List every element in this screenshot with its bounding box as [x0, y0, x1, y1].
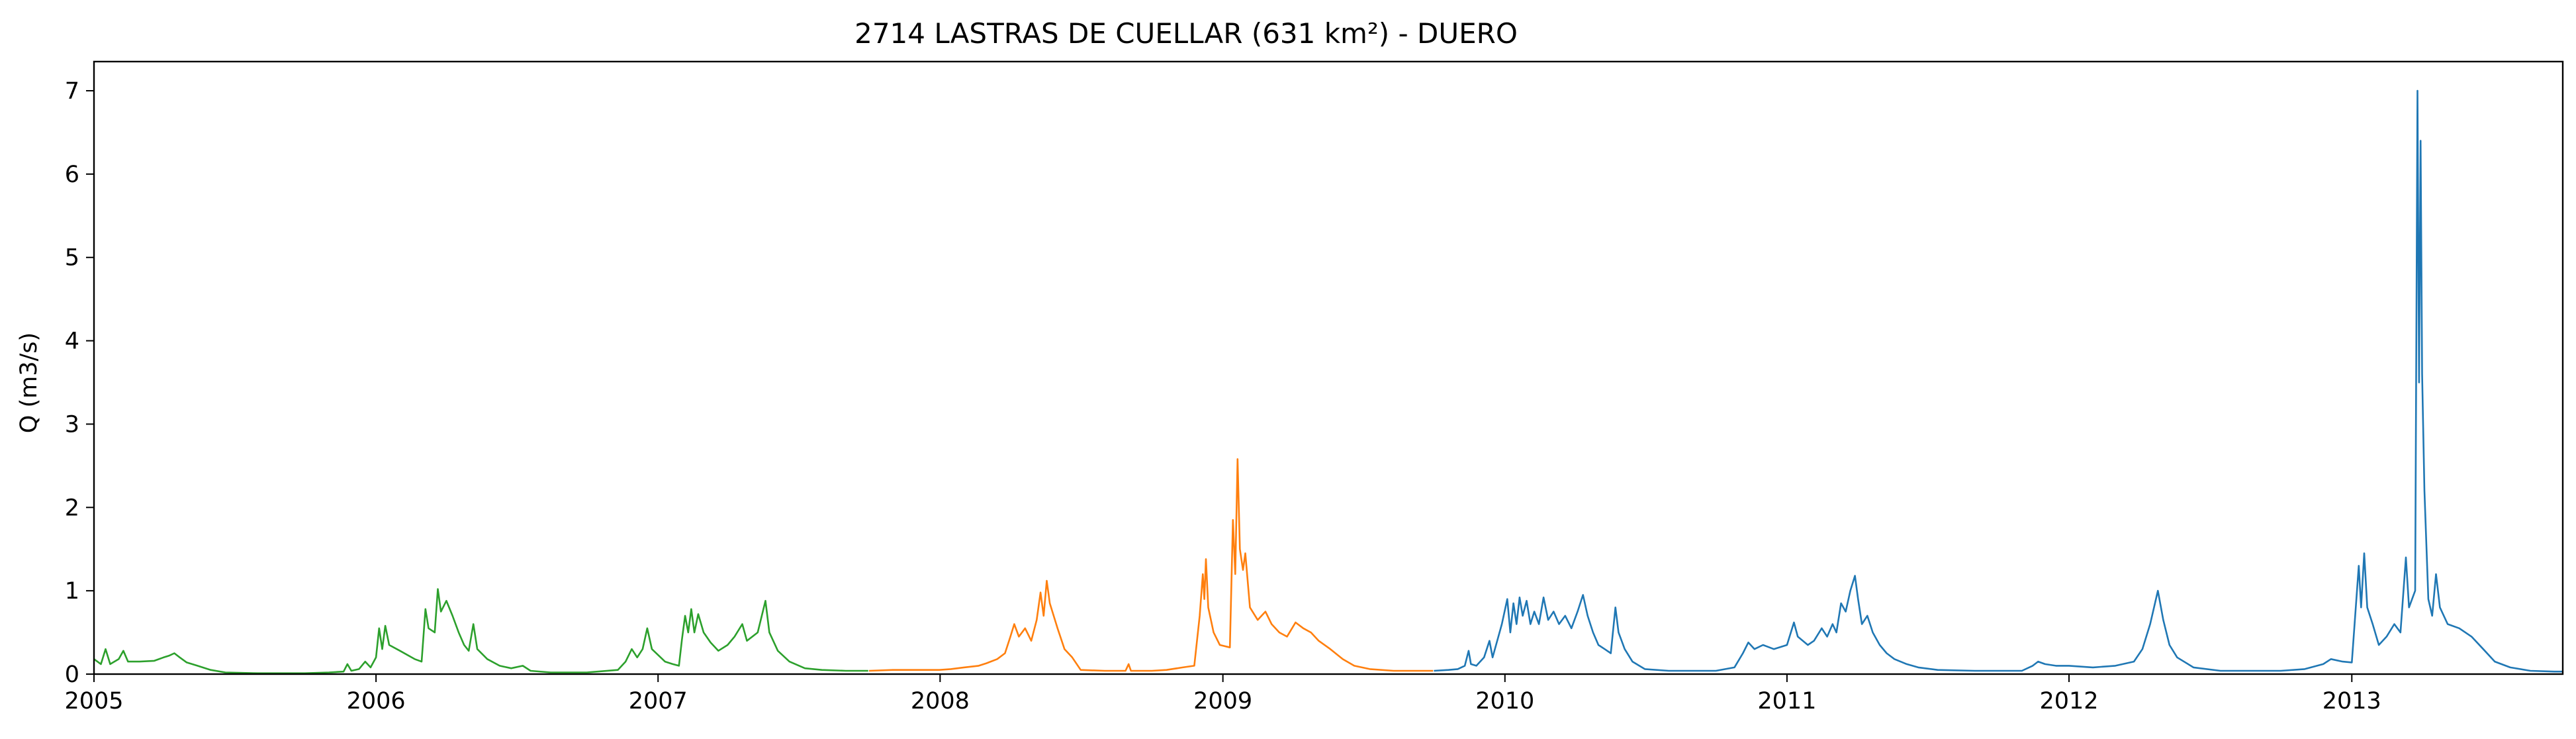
chart-title: 2714 LASTRAS DE CUELLAR (631 km²) - DUER… [854, 17, 1518, 50]
y-tick-label: 3 [65, 411, 79, 438]
y-tick-label: 7 [65, 78, 79, 105]
x-tick-label: 2009 [1193, 688, 1252, 714]
y-tick-label: 6 [65, 162, 79, 188]
y-tick-label: 5 [65, 245, 79, 271]
series-line-1 [93, 588, 868, 674]
y-axis-label: Q (m3/s) [16, 332, 42, 433]
x-tick-label: 2013 [2323, 688, 2381, 714]
x-tick-label: 2007 [629, 688, 688, 714]
x-tick-label: 2005 [64, 688, 123, 714]
y-tick-label: 1 [65, 578, 79, 605]
plot-frame [93, 60, 2564, 675]
y-tick-label: 0 [65, 662, 79, 688]
series-line-3 [1434, 89, 2563, 673]
y-tick-label: 4 [65, 328, 79, 355]
x-tick-label: 2006 [347, 688, 406, 714]
x-tick-label: 2010 [1475, 688, 1534, 714]
ticks-layer: 2005 2006 2007 2008 2009 2010 2011 2012 2013 0 1 2 3… [64, 78, 2381, 714]
y-tick-label: 2 [65, 495, 79, 521]
series-line-2 [868, 458, 1434, 672]
x-tick-label: 2011 [1757, 688, 1816, 714]
x-tick-label: 2008 [911, 688, 970, 714]
series-layer [93, 89, 2563, 674]
x-tick-label: 2012 [2039, 688, 2098, 714]
